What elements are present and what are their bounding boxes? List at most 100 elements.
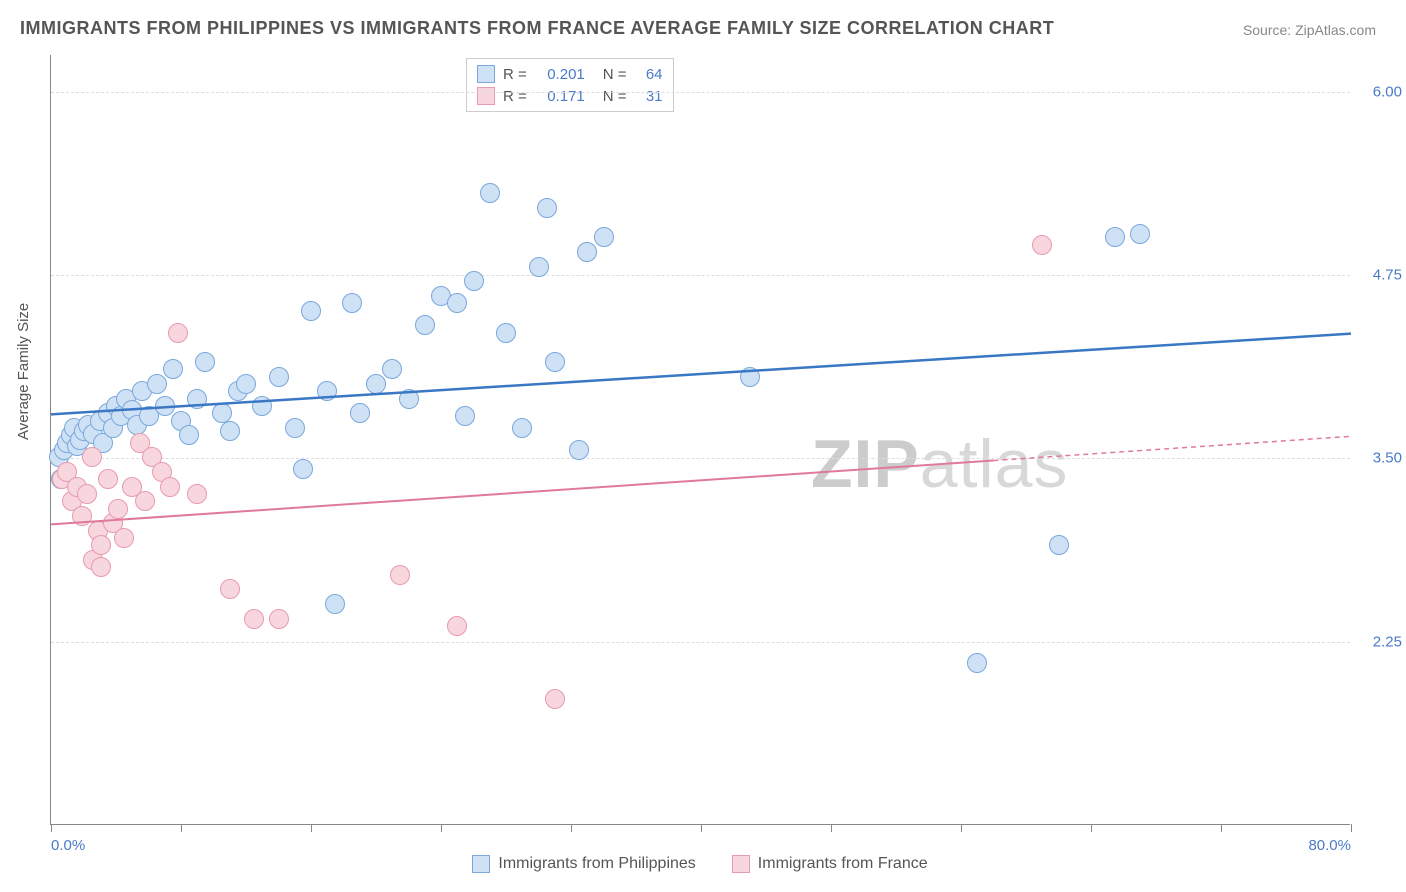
x-tick [831,824,832,832]
x-tick [441,824,442,832]
x-tick [181,824,182,832]
data-point [366,374,386,394]
data-point [195,352,215,372]
stat-n-value: 64 [635,66,663,83]
x-tick [701,824,702,832]
chart-title: IMMIGRANTS FROM PHILIPPINES VS IMMIGRANT… [20,18,1054,39]
legend-swatch [732,855,750,873]
data-point [269,367,289,387]
x-max-label: 80.0% [1308,837,1351,854]
data-point [114,528,134,548]
data-point [82,447,102,467]
data-point [455,406,475,426]
stat-r-label: R = [503,88,527,105]
data-point [317,381,337,401]
gridline [51,642,1350,643]
stat-r-value: 0.201 [535,66,585,83]
stats-legend: R = 0.201 N = 64 R = 0.171 N = 31 [466,58,674,112]
data-point [1049,535,1069,555]
y-tick-label: 3.50 [1373,450,1402,467]
data-point [160,477,180,497]
watermark: ZIPatlas [811,425,1068,503]
x-tick [1351,824,1352,832]
data-point [390,565,410,585]
data-point [480,183,500,203]
data-point [399,389,419,409]
data-point [569,440,589,460]
gridline [51,458,1350,459]
data-point [447,616,467,636]
data-point [545,689,565,709]
series-legend-item: Immigrants from France [732,855,928,873]
data-point [187,389,207,409]
stats-legend-row: R = 0.171 N = 31 [477,85,663,107]
data-point [496,323,516,343]
series-legend: Immigrants from Philippines Immigrants fr… [50,855,1350,878]
source-label: Source: ZipAtlas.com [1243,22,1376,38]
data-point [220,421,240,441]
data-point [269,609,289,629]
legend-swatch [477,65,495,83]
gridline [51,275,1350,276]
data-point [537,198,557,218]
stats-legend-row: R = 0.201 N = 64 [477,63,663,85]
data-point [382,359,402,379]
stat-n-label: N = [603,88,627,105]
series-legend-label: Immigrants from France [758,855,928,873]
data-point [325,594,345,614]
data-point [512,418,532,438]
data-point [91,557,111,577]
data-point [415,315,435,335]
data-point [147,374,167,394]
x-tick [571,824,572,832]
x-tick [51,824,52,832]
data-point [155,396,175,416]
gridline [51,92,1350,93]
data-point [1032,235,1052,255]
data-point [220,579,240,599]
data-point [236,374,256,394]
data-point [1130,224,1150,244]
x-tick [961,824,962,832]
data-point [967,653,987,673]
data-point [1105,227,1125,247]
legend-swatch [477,87,495,105]
data-point [91,535,111,555]
stat-r-label: R = [503,66,527,83]
data-point [577,242,597,262]
series-legend-label: Immigrants from Philippines [498,855,695,873]
data-point [285,418,305,438]
plot-area: ZIPatlas R =0.201N =64R =0.171N =31 2.25… [50,55,1350,825]
data-point [529,257,549,277]
data-point [252,396,272,416]
x-min-label: 0.0% [51,837,85,854]
data-point [98,469,118,489]
data-point [163,359,183,379]
stat-n-label: N = [603,66,627,83]
data-point [168,323,188,343]
stat-r-value: 0.171 [535,88,585,105]
x-tick [1091,824,1092,832]
data-point [244,609,264,629]
data-point [594,227,614,247]
data-point [77,484,97,504]
data-point [179,425,199,445]
data-point [447,293,467,313]
y-axis-title: Average Family Size [15,303,32,440]
trend-lines [51,55,1351,825]
y-tick-label: 6.00 [1373,83,1402,100]
data-point [342,293,362,313]
x-tick [1221,824,1222,832]
data-point [740,367,760,387]
data-point [187,484,207,504]
data-point [108,499,128,519]
data-point [464,271,484,291]
data-point [545,352,565,372]
stat-n-value: 31 [635,88,663,105]
data-point [350,403,370,423]
x-tick [311,824,312,832]
y-tick-label: 4.75 [1373,267,1402,284]
data-point [293,459,313,479]
data-point [72,506,92,526]
legend-swatch [472,855,490,873]
